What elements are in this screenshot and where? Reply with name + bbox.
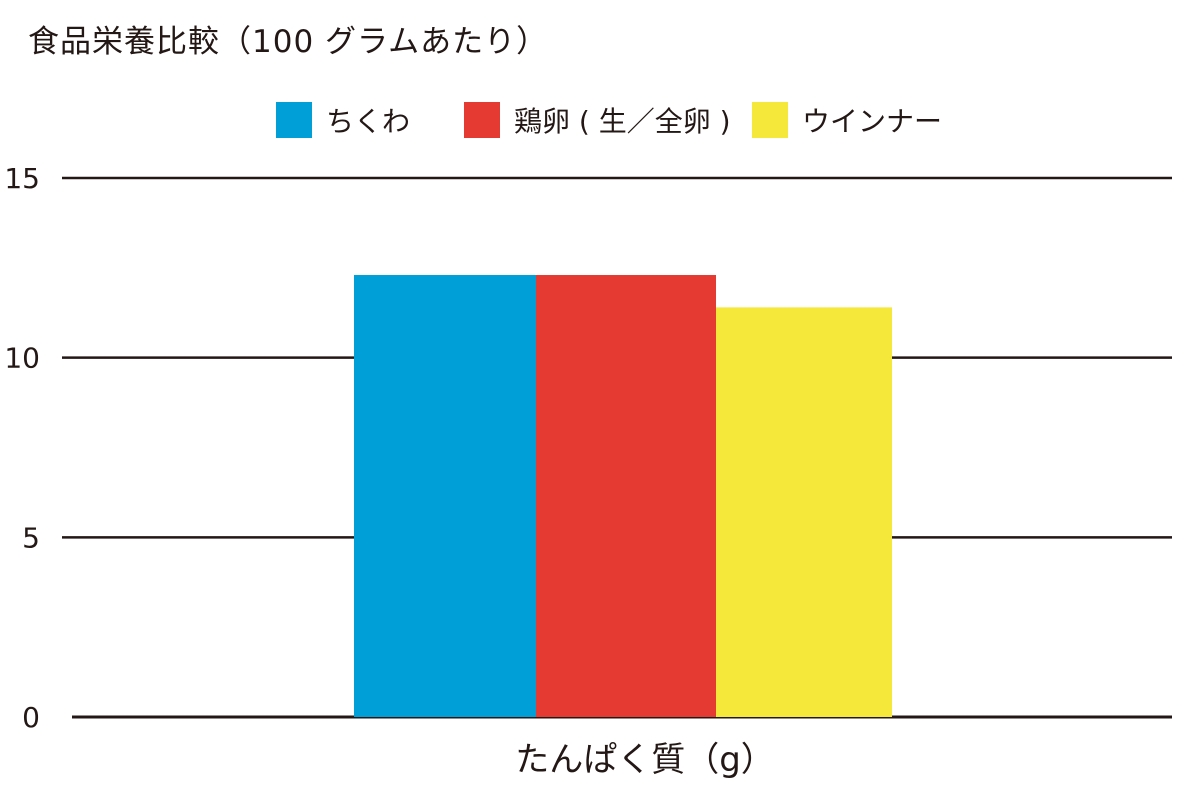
legend-swatch-chikuwa: [276, 102, 312, 138]
bar-chikuwa: [354, 275, 536, 717]
chart-title: 食品栄養比較（100 グラムあたり）: [28, 24, 549, 60]
y-tick-label-5: 5: [22, 521, 40, 554]
legend-swatch-wiener: [752, 102, 788, 138]
y-tick-label-10: 10: [4, 342, 40, 375]
legend-swatch-egg: [464, 102, 500, 138]
legend-label-egg: 鶏卵 ( 生／全卵 ): [514, 105, 731, 138]
y-tick-label-0: 0: [22, 701, 40, 734]
legend-item-chikuwa: ちくわ: [276, 100, 410, 140]
legend-label-wiener: ウインナー: [802, 105, 943, 138]
y-tick-label-15: 15: [4, 162, 40, 195]
legend-label-chikuwa: ちくわ: [326, 105, 411, 138]
legend: ちくわ 鶏卵 ( 生／全卵 ) ウインナー: [0, 100, 1200, 144]
bar-wiener: [716, 307, 892, 717]
bar-egg: [536, 275, 716, 717]
category-label: たんぱく質（g）: [515, 740, 775, 780]
legend-item-wiener: ウインナー: [752, 100, 942, 140]
legend-item-egg: 鶏卵 ( 生／全卵 ): [464, 100, 731, 140]
